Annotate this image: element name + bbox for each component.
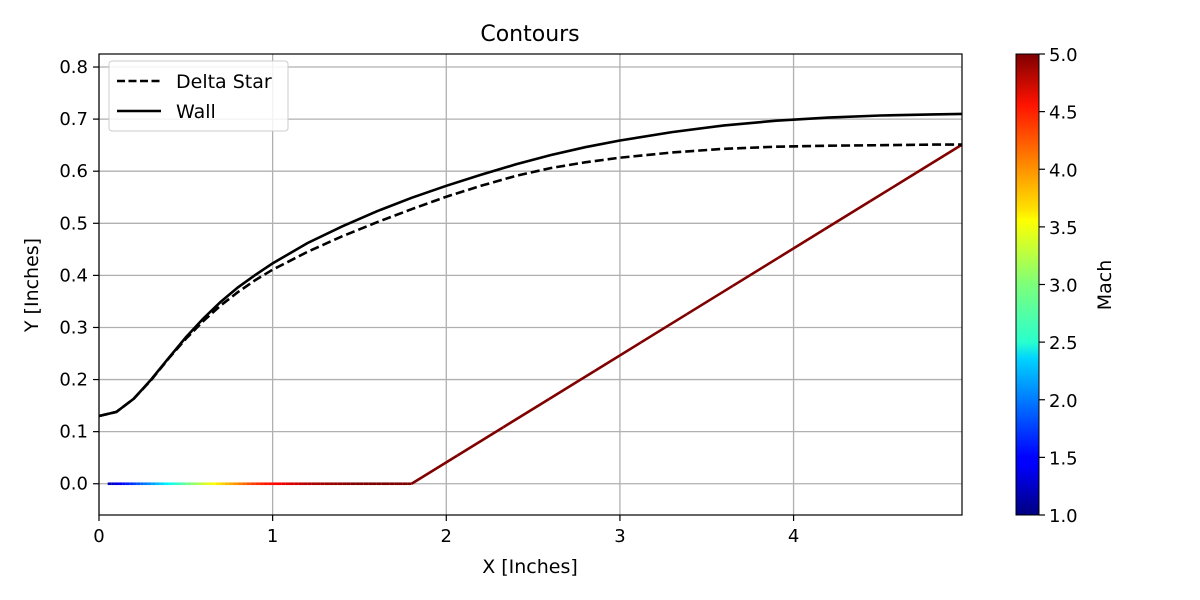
colorbar-tick-label: 2.5: [1049, 333, 1078, 354]
x-tick-label: 2: [441, 526, 452, 547]
y-tick-label: 0.2: [59, 370, 88, 391]
colorbar-ticks: 1.0 1.5 2.0 2.5 3.0 3.5 4.0 4.5 5.0: [1039, 45, 1078, 527]
colorbar-tick-label: 1.5: [1049, 448, 1078, 469]
colorbar-tick-label: 4.5: [1049, 103, 1078, 124]
x-tick-label: 0: [93, 526, 104, 547]
y-tick-label: 0.5: [59, 213, 88, 234]
mach-line-segment: [548, 369, 596, 401]
colorbar-tick-label: 3.0: [1049, 276, 1078, 297]
x-tick-label: 1: [267, 526, 278, 547]
mach-line-segment: [823, 200, 871, 231]
colorbar-tick-label: 5.0: [1049, 45, 1078, 66]
y-axis-label: Y [Inches]: [21, 238, 43, 333]
colorbar-tick-label: 1.0: [1049, 506, 1078, 527]
x-axis-label: X [Inches]: [482, 556, 578, 578]
x-tick-label: 3: [614, 526, 625, 547]
mach-line-segment: [686, 284, 734, 316]
y-tick-label: 0.4: [59, 265, 88, 286]
mach-line-segment: [502, 397, 550, 429]
y-tick-label: 0.6: [59, 161, 88, 182]
mach-line-segment: [594, 341, 642, 372]
y-tick-label: 0.1: [59, 422, 88, 443]
chart-title: Contours: [480, 22, 579, 47]
y-tick-label: 0.0: [59, 474, 88, 495]
legend: Delta Star Wall: [108, 60, 289, 132]
mach-line-segment: [915, 143, 963, 175]
axes-ticks: 0 1 2 3 4 0.0 0.1 0.2 0.3 0.4 0.5 0.6 0.7 0.8: [59, 57, 799, 547]
colorbar-gradient: [1015, 53, 1040, 516]
y-tick-label: 0.7: [59, 109, 88, 130]
legend-wall-label: Wall: [176, 101, 216, 123]
y-tick-label: 0.3: [59, 317, 88, 338]
legend-box: [108, 60, 289, 132]
legend-delta-star-label: Delta Star: [176, 71, 272, 93]
mach-line-segment: [731, 256, 780, 288]
mach-line-segment: [869, 171, 917, 203]
delta-star-line: [98, 143, 962, 418]
mach-line-segment: [777, 228, 826, 259]
x-tick-label: 4: [788, 526, 799, 547]
data-layer: [98, 112, 963, 486]
y-tick-label: 0.8: [59, 57, 88, 78]
wall-line: [98, 112, 963, 418]
colorbar: 1.0 1.5 2.0 2.5 3.0 3.5 4.0 4.5 5.0 Mach: [1015, 45, 1116, 527]
mach-line-segment: [640, 313, 688, 344]
mach-line-segment: [410, 454, 459, 485]
mach-line-segment: [456, 426, 504, 457]
colorbar-label: Mach: [1094, 260, 1116, 311]
plot-area-frame: [98, 53, 963, 516]
colorbar-tick-label: 3.5: [1049, 218, 1078, 239]
colorbar-tick-label: 2.0: [1049, 391, 1078, 412]
colorbar-tick-label: 4.0: [1049, 160, 1078, 181]
